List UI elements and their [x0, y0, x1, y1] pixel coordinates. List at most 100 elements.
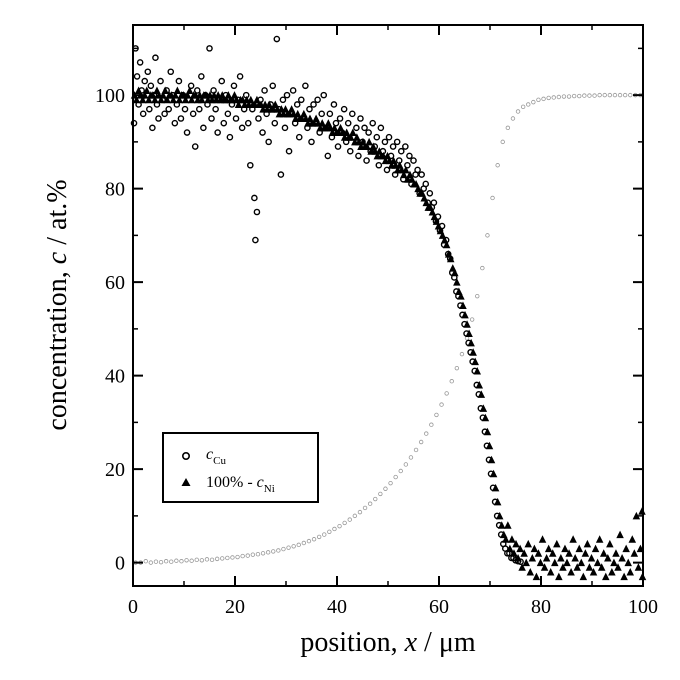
- point-circle-125: [375, 161, 383, 169]
- point-triangle-247: [634, 563, 643, 571]
- x-axis-title-suffix: / μm: [417, 627, 476, 658]
- point-dot-26: [265, 550, 271, 555]
- point-circle-120: [365, 129, 372, 136]
- point-triangle-179: [495, 511, 504, 520]
- point-triangle-222: [583, 539, 592, 548]
- point-dot-93: [607, 92, 613, 98]
- legend-marker-triangle: [181, 478, 191, 486]
- point-circle-92: [308, 138, 315, 146]
- point-circle-45: [214, 129, 221, 136]
- point-triangle-225: [589, 567, 598, 576]
- point-circle-41: [206, 45, 213, 52]
- point-triangle-13: [157, 95, 165, 104]
- point-dot-88: [582, 93, 587, 98]
- point-circle-11: [147, 82, 155, 90]
- point-dot-48: [378, 491, 383, 497]
- point-dot-82: [551, 95, 556, 100]
- point-circle-93: [310, 101, 317, 108]
- point-triangle-176: [489, 469, 498, 478]
- point-triangle-6: [143, 86, 151, 94]
- point-dot-92: [602, 92, 607, 98]
- point-circle-29: [181, 105, 189, 113]
- point-triangle-221: [581, 549, 590, 557]
- x-tick-label-20: 20: [225, 596, 245, 618]
- point-triangle-188: [514, 553, 522, 562]
- point-triangle-204: [546, 567, 555, 576]
- point-circle-35: [193, 87, 201, 94]
- point-dot-51: [393, 474, 398, 480]
- legend-box: [162, 432, 319, 503]
- point-triangle-227: [593, 558, 602, 567]
- point-triangle-15: [161, 86, 169, 94]
- point-circle-38: [200, 124, 207, 132]
- point-triangle-246: [632, 511, 641, 520]
- point-dot-4: [153, 559, 159, 564]
- x-tick-label-0: 0: [128, 596, 138, 618]
- point-triangle-216: [571, 553, 579, 562]
- point-dot-29: [281, 546, 286, 552]
- point-triangle-231: [602, 572, 610, 581]
- point-dot-21: [240, 553, 245, 559]
- point-triangle-219: [577, 558, 586, 567]
- point-dot-80: [541, 96, 546, 102]
- point-triangle-232: [604, 553, 612, 562]
- point-triangle-25: [181, 95, 190, 104]
- point-triangle-161: [459, 301, 467, 309]
- point-dot-67: [475, 293, 480, 299]
- point-triangle-155: [446, 254, 455, 263]
- point-triangle-164: [465, 329, 473, 338]
- point-dot-35: [311, 537, 317, 542]
- point-triangle-19: [169, 95, 178, 104]
- point-circle-42: [208, 115, 215, 122]
- point-circle-128: [381, 138, 389, 146]
- point-triangle-174: [485, 441, 494, 450]
- point-circle-91: [306, 105, 313, 113]
- x-axis-title-var: x: [404, 627, 418, 658]
- point-dot-63: [454, 365, 460, 371]
- point-circle-150: [426, 189, 434, 197]
- point-circle-44: [212, 105, 219, 113]
- series-dot: [133, 92, 643, 565]
- point-dot-87: [577, 93, 582, 99]
- legend-entry-1-sub: Cu: [213, 455, 226, 467]
- legend-marker-circle: [182, 451, 191, 460]
- point-triangle-170: [477, 390, 486, 398]
- point-circle-2: [133, 73, 141, 80]
- point-circle-10: [146, 105, 153, 113]
- point-circle-0: [130, 119, 138, 127]
- point-dot-91: [597, 92, 602, 98]
- point-dot-60: [439, 402, 444, 407]
- point-circle-134: [393, 138, 401, 146]
- point-triangle-187: [512, 539, 520, 548]
- point-dot-25: [260, 551, 266, 556]
- point-circle-83: [289, 87, 297, 94]
- point-triangle-245: [630, 549, 639, 557]
- point-circle-139: [404, 161, 411, 169]
- point-triangle-202: [542, 553, 551, 562]
- point-circle-9: [144, 68, 152, 76]
- point-triangle-203: [544, 544, 553, 553]
- point-circle-66: [255, 115, 262, 122]
- point-triangle-180: [497, 521, 506, 529]
- legend-entry-2-sub: Ni: [264, 483, 275, 495]
- point-circle-65: [253, 208, 261, 216]
- point-dot-56: [418, 439, 424, 445]
- point-triangle-157: [451, 268, 459, 277]
- point-triangle-192: [522, 558, 530, 567]
- point-triangle-51: [234, 100, 243, 108]
- point-dot-79: [536, 97, 541, 102]
- point-circle-68: [259, 129, 266, 136]
- point-circle-114: [353, 124, 360, 132]
- point-dot-74: [510, 116, 516, 121]
- point-circle-146: [418, 171, 425, 178]
- point-dot-52: [398, 468, 403, 474]
- point-triangle-212: [563, 558, 571, 567]
- point-dot-15: [209, 557, 215, 563]
- point-circle-54: [232, 115, 240, 122]
- point-circle-124: [373, 133, 381, 141]
- point-triangle-166: [469, 348, 477, 356]
- point-circle-118: [361, 124, 368, 132]
- point-triangle-237: [614, 563, 622, 571]
- point-triangle-168: [473, 366, 481, 375]
- point-circle-32: [187, 82, 195, 90]
